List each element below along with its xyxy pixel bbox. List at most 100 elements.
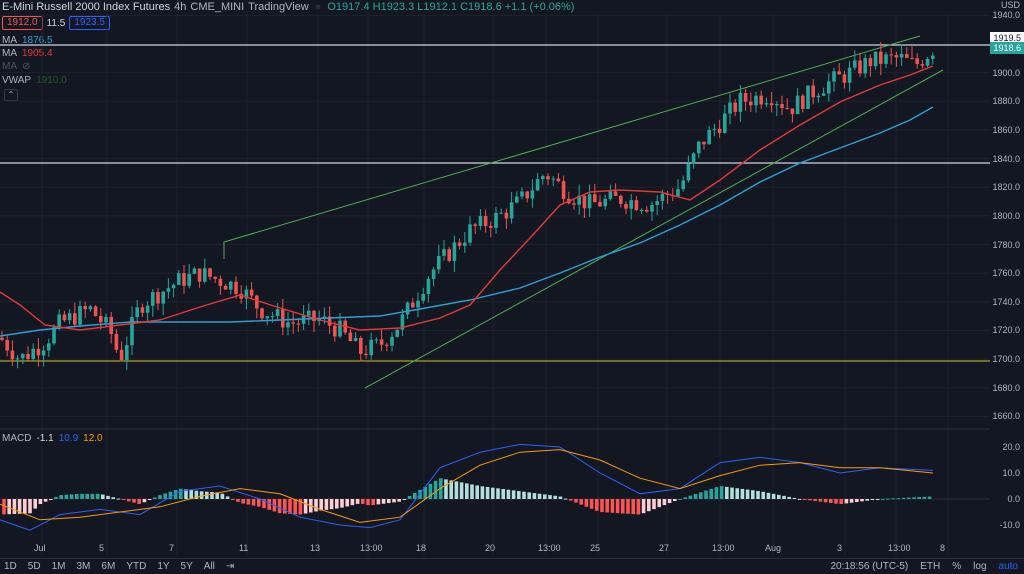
- tf-3m[interactable]: 3M: [76, 561, 91, 572]
- time-tick: 18: [416, 543, 427, 553]
- candle-body: [603, 198, 607, 207]
- interval-label[interactable]: 4h: [174, 1, 187, 13]
- candle-body: [177, 273, 181, 285]
- macd-histogram-bar: [132, 499, 136, 503]
- candle-body: [556, 178, 561, 182]
- macd-histogram-bar: [262, 499, 266, 509]
- macd-histogram-bar: [678, 499, 682, 500]
- tf-6m[interactable]: 6M: [101, 561, 116, 572]
- candle-body: [31, 348, 35, 359]
- macd-histogram-bar: [844, 499, 849, 504]
- price-tick: 1940.0: [992, 10, 1020, 21]
- legend-vwap[interactable]: VWAP 1910.0: [2, 75, 67, 86]
- tf-5d[interactable]: 5D: [27, 561, 41, 572]
- macd-histogram-bar: [423, 486, 427, 499]
- candle-body: [5, 339, 9, 351]
- eye-hidden-icon[interactable]: ⊘: [22, 61, 31, 72]
- macd-histogram-bar: [491, 487, 495, 499]
- candle-body: [780, 104, 784, 108]
- time-tick: 13:00: [888, 543, 911, 553]
- macd-histogram-bar: [683, 497, 687, 499]
- legend-ma3[interactable]: MA ⊘: [2, 61, 30, 72]
- macd-histogram-bar: [527, 492, 531, 499]
- clock[interactable]: 20:18:56 (UTC-5): [830, 561, 909, 572]
- candle-body: [931, 55, 935, 59]
- tf-all[interactable]: All: [203, 561, 215, 572]
- macd-histogram-bar: [376, 499, 381, 505]
- macd-histogram-bar: [355, 499, 360, 504]
- macd-histogram-bar: [709, 488, 713, 499]
- macd-histogram-bar: [704, 490, 708, 499]
- goto-date-icon[interactable]: ⇥: [225, 561, 235, 572]
- candle-body: [416, 300, 420, 308]
- candle-body: [421, 293, 425, 301]
- macd-histogram-bar: [756, 490, 760, 499]
- macd-histogram-bar: [766, 492, 771, 499]
- candle-body: [208, 268, 212, 277]
- macd-histogram-bar: [480, 486, 485, 499]
- candle-body: [140, 307, 145, 313]
- time-tick: 20: [485, 543, 496, 553]
- macd-line: [0, 443, 934, 531]
- macd-histogram-bar: [90, 493, 95, 499]
- bottom-toolbar: 1D 5D 1M 3M 6M YTD 1Y 5Y All ⇥ 20:18:56 …: [0, 558, 1024, 574]
- macd-histogram-bar: [433, 480, 438, 499]
- collapse-legend-button[interactable]: ⌃: [4, 89, 18, 101]
- candle-body: [707, 129, 711, 145]
- candle-body: [296, 323, 301, 325]
- percent-toggle[interactable]: %: [952, 561, 962, 572]
- time-tick: 11: [239, 543, 249, 553]
- tf-1d[interactable]: 1D: [4, 561, 17, 572]
- macd-histogram-bar: [454, 481, 459, 499]
- price-tick: 1700.0: [992, 354, 1020, 365]
- tf-1y[interactable]: 1Y: [157, 561, 170, 572]
- macd-histogram-bar: [38, 499, 43, 505]
- candle-body: [738, 93, 743, 112]
- candle-body: [775, 104, 779, 106]
- candle-body: [452, 242, 457, 261]
- log-toggle[interactable]: log: [973, 561, 987, 572]
- macd-histogram-bar: [777, 494, 781, 499]
- candle-body: [499, 212, 503, 214]
- macd-histogram-bar: [215, 492, 219, 499]
- macd-histogram-bar: [730, 487, 734, 499]
- macd-histogram-bar: [673, 499, 677, 502]
- legend-ma2[interactable]: MA 1905.4: [2, 48, 53, 59]
- candle-body: [639, 209, 644, 211]
- price-tick: 1820.0: [992, 182, 1020, 193]
- macd-histogram-bar: [350, 499, 355, 506]
- macd-histogram-bar: [621, 499, 625, 514]
- candle-body: [899, 54, 904, 58]
- candle-body: [192, 268, 197, 274]
- chart-grid: [0, 14, 990, 555]
- price-tick: 1860.0: [992, 124, 1020, 135]
- macd-histogram-bar: [64, 494, 69, 499]
- tf-ytd[interactable]: YTD: [126, 561, 147, 572]
- candle-body: [858, 60, 862, 74]
- buy-button[interactable]: 1923.5: [69, 16, 110, 30]
- candle-body: [182, 273, 186, 286]
- legend-ma1[interactable]: MA 1876.5: [2, 35, 53, 46]
- macd-histogram-bar: [855, 499, 859, 503]
- price-tick: 1780.0: [992, 239, 1020, 250]
- ma2-label: MA: [2, 48, 17, 59]
- macd-histogram-bar: [158, 495, 162, 499]
- candle-body: [327, 316, 332, 326]
- macd-histogram-bar: [407, 495, 412, 499]
- last-price-tag: 1919.5: [990, 32, 1024, 44]
- tf-1m[interactable]: 1M: [51, 561, 66, 572]
- tf-5y[interactable]: 5Y: [180, 561, 193, 572]
- auto-toggle[interactable]: auto: [998, 561, 1018, 572]
- macd-histogram-bar: [901, 497, 906, 499]
- macd-histogram-bar: [574, 499, 578, 503]
- candle-body: [504, 212, 509, 219]
- macd-legend[interactable]: MACD -1.1 10.9 12.0: [2, 433, 103, 444]
- macd-histogram-bar: [829, 499, 833, 504]
- macd-histogram-bar: [236, 499, 240, 502]
- symbol-title[interactable]: E-Mini Russell 2000 Index Futures: [2, 1, 171, 13]
- macd-histogram-bar: [584, 499, 589, 507]
- macd-histogram-bar: [787, 496, 791, 499]
- price-tick: 1660.0: [992, 411, 1020, 422]
- session-toggle[interactable]: ETH: [920, 561, 941, 572]
